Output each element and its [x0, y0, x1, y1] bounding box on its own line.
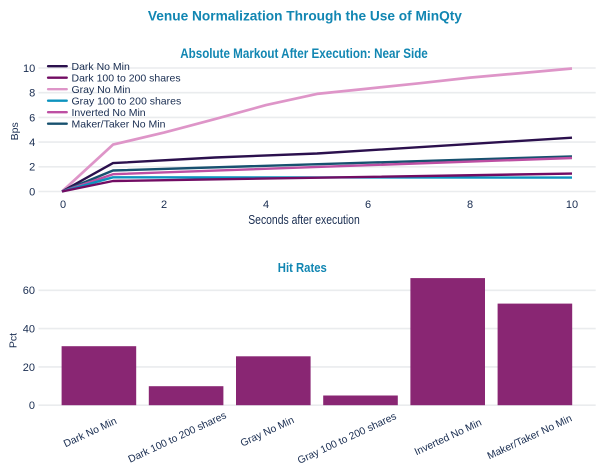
svg-text:4: 4	[263, 199, 269, 211]
svg-text:0: 0	[29, 186, 35, 198]
svg-text:Bps: Bps	[9, 122, 21, 140]
svg-text:Pct: Pct	[7, 333, 19, 348]
svg-text:2: 2	[29, 162, 35, 174]
svg-text:Maker/Taker No Min: Maker/Taker No Min	[72, 118, 166, 130]
svg-text:Dark No Min: Dark No Min	[72, 61, 131, 73]
svg-text:2: 2	[161, 199, 167, 211]
svg-text:Venue Normalization Through th: Venue Normalization Through the Use of M…	[148, 8, 462, 24]
svg-text:10: 10	[566, 199, 578, 211]
svg-text:8: 8	[467, 199, 473, 211]
svg-text:60: 60	[23, 285, 35, 297]
svg-text:Gray No Min: Gray No Min	[72, 84, 131, 96]
svg-text:10: 10	[23, 63, 35, 75]
svg-text:8: 8	[29, 88, 35, 100]
svg-text:20: 20	[23, 362, 35, 374]
svg-text:Hit Rates: Hit Rates	[278, 260, 327, 275]
svg-text:4: 4	[29, 137, 35, 149]
svg-text:Inverted No Min: Inverted No Min	[72, 107, 146, 119]
svg-text:6: 6	[29, 112, 35, 124]
svg-text:Seconds after execution: Seconds after execution	[248, 213, 360, 227]
svg-text:6: 6	[365, 199, 371, 211]
svg-text:Gray 100 to 200 shares: Gray 100 to 200 shares	[72, 95, 182, 107]
svg-text:0: 0	[29, 400, 35, 412]
svg-text:Dark 100 to 200 shares: Dark 100 to 200 shares	[72, 72, 181, 84]
svg-text:40: 40	[23, 324, 35, 336]
svg-text:0: 0	[60, 199, 66, 211]
svg-text:Absolute Markout After Executi: Absolute Markout After Execution: Near S…	[180, 46, 428, 61]
